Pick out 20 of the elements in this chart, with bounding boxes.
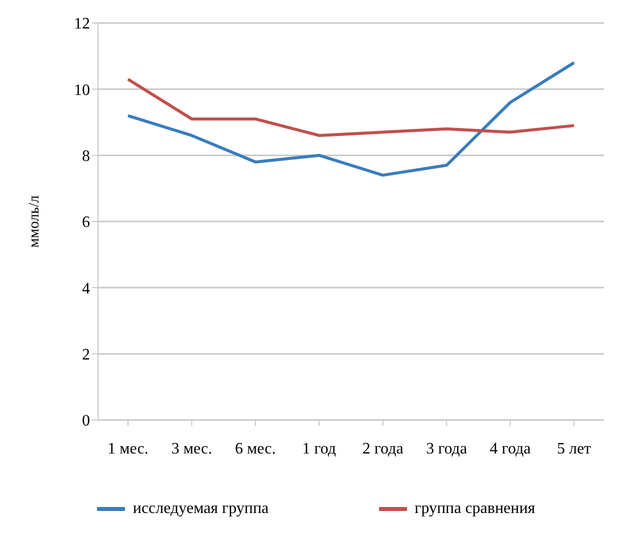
y-tick-label: 6 xyxy=(82,214,90,232)
y-tick-label: 2 xyxy=(82,346,90,364)
x-tick-label: 2 года xyxy=(362,440,404,458)
legend-label: группа сравнения xyxy=(414,500,536,518)
x-tick-label: 1 мес. xyxy=(108,440,148,458)
x-tick-label: 3 мес. xyxy=(171,440,212,458)
line-series xyxy=(126,61,576,177)
y-tick-label: 12 xyxy=(74,16,90,33)
x-tick-label: 6 мес. xyxy=(235,440,276,458)
x-tick-label: 4 года xyxy=(490,440,531,458)
y-tick-label: 10 xyxy=(74,82,90,99)
line-series xyxy=(126,78,576,137)
x-tick-label: 5 лет xyxy=(556,440,592,458)
y-tick-label: 4 xyxy=(82,280,90,298)
legend-label: исследуемая группа xyxy=(132,500,269,518)
x-tick-label: 3 года xyxy=(426,440,468,458)
y-tick-label: 0 xyxy=(82,412,90,430)
y-axis-title: ммоль/л xyxy=(26,194,42,248)
y-tick-label: 8 xyxy=(82,148,90,166)
x-tick-label: 1 год xyxy=(302,440,336,458)
